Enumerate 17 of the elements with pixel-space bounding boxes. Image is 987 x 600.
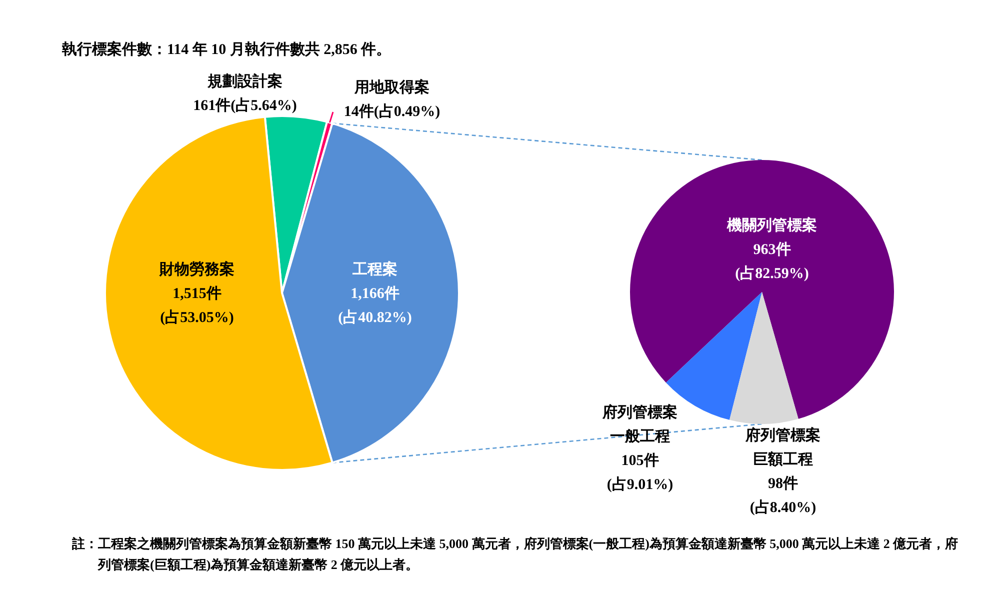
data-label: 105件 (占9.01%) xyxy=(606,452,674,493)
slice-label: 用地取得案 xyxy=(354,78,430,96)
slice-label: 機關列管標案 xyxy=(726,216,817,234)
slice-label: 規劃設計案 xyxy=(206,72,282,90)
slice-label: 府列管標案巨額工程 xyxy=(744,426,820,468)
slice-label: 府列管標案一般工程 xyxy=(602,403,678,445)
data-label: 1,515件 (占53.05%) xyxy=(160,285,234,326)
data-label: 963件 (占82.59%) xyxy=(735,241,809,282)
pie-slice xyxy=(729,292,798,424)
text: 註：工程案之機關列管標案為預算金額新臺幣 150 萬元以上未達 5,000 萬元者，府列管標案(一般工程)為預算金額達新臺幣 5,000 萬元以上未達 2 億元者，府列管標案(巨額工程)為預算金額達新臺幣 2 億元以上者。 xyxy=(72,535,960,574)
slice-label: 工程案 xyxy=(352,260,398,278)
data-label: 1,166件 (占40.82%) xyxy=(338,285,412,326)
data-label: 14件(占0.49%) xyxy=(344,103,440,120)
data-label: 98件 (占8.40%) xyxy=(750,475,816,516)
data-label: 161件(占5.64%) xyxy=(193,97,297,114)
slice-label: 財物勞務案 xyxy=(158,260,234,278)
chart-title: 執行標案件數：114 年 10 月執行件數共 2,856 件。 xyxy=(61,40,392,58)
